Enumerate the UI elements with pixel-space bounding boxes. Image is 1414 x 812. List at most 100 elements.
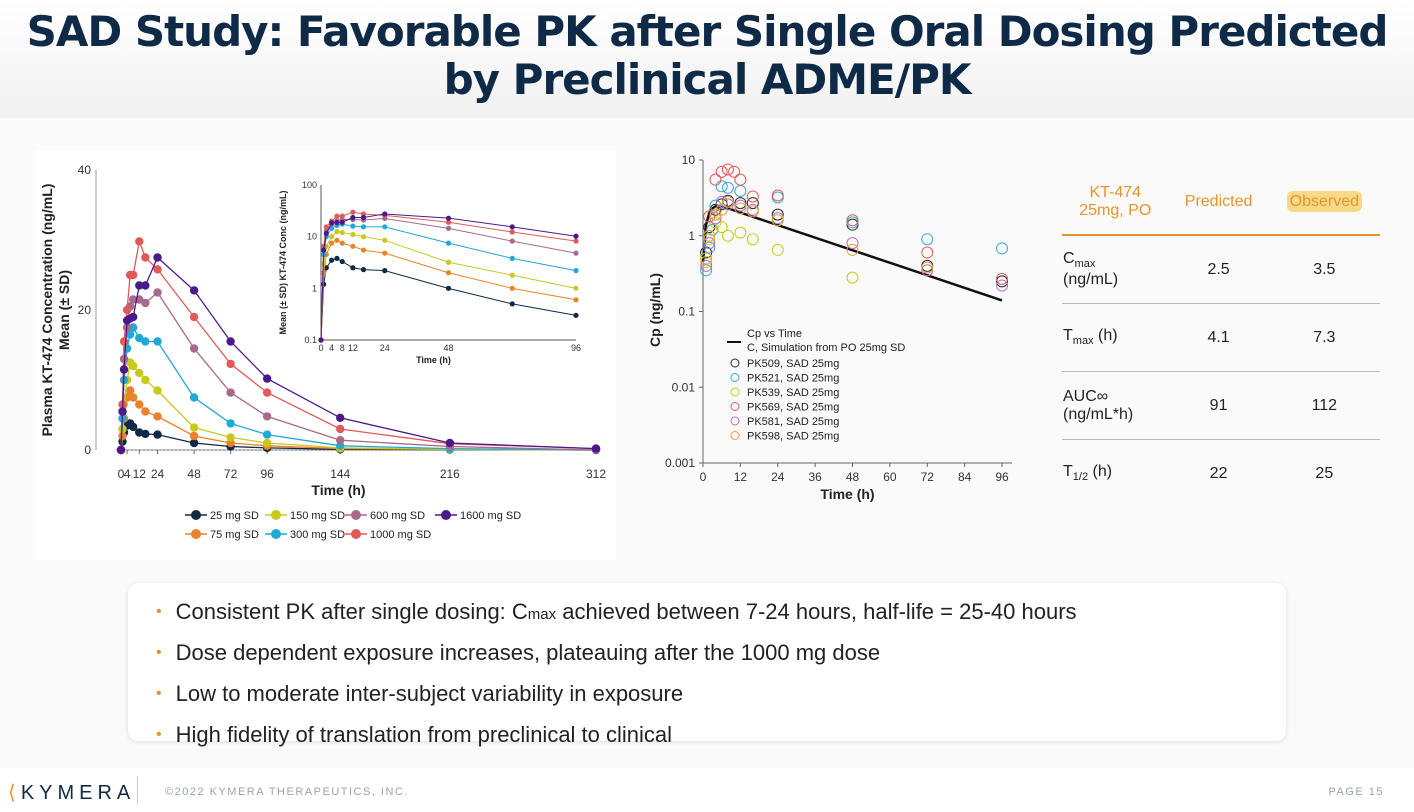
x-tick-label: 312 (586, 467, 606, 481)
param-label: Tmax (h) (1062, 303, 1169, 372)
table-header-drug: KT-474 25mg, PO (1062, 170, 1169, 236)
data-point (226, 419, 235, 428)
data-point (141, 429, 150, 439)
data-point (734, 173, 747, 186)
param-subscript: max (1072, 335, 1094, 348)
inset-data-point (573, 312, 579, 318)
table-row: AUC∞ (ng/mL*h) 91 112 (1062, 371, 1380, 440)
legend-marker (730, 416, 740, 426)
inset-x-tick-label: 48 (443, 343, 453, 353)
legend-marker (441, 510, 451, 520)
data-point (721, 181, 734, 194)
data-point (135, 333, 144, 343)
data-point (226, 433, 235, 442)
inset-data-point (350, 209, 356, 215)
bullet-text: Consistent PK after single dosing: C (175, 599, 528, 624)
data-point (262, 438, 272, 448)
data-point (700, 256, 713, 269)
data-point (715, 203, 728, 216)
inset-y-label: Mean (± SD) KT-474 Conc (ng/mL) (278, 191, 288, 335)
data-point (746, 197, 759, 210)
data-point (336, 424, 345, 434)
data-point (709, 212, 722, 225)
data-point (262, 412, 272, 421)
param-symbol: T (1063, 463, 1073, 481)
page-number: PAGE 15 (1328, 786, 1384, 798)
data-point (700, 264, 713, 277)
data-point (153, 253, 162, 262)
simulation-line (701, 204, 1003, 302)
data-point (746, 205, 759, 218)
data-point (996, 272, 1008, 285)
inset-data-point (334, 229, 340, 235)
data-point (189, 344, 199, 353)
data-point (746, 233, 759, 246)
bullet-dot-icon: • (156, 685, 162, 702)
inset-data-point (334, 237, 340, 243)
y-axis-label-line2: Mean (± SD) (56, 270, 72, 350)
data-point (846, 243, 859, 256)
inset-data-point (360, 267, 367, 273)
bullet-subscript: max (527, 606, 557, 623)
data-point (118, 407, 127, 416)
x-tick-label: 0 (118, 467, 125, 481)
data-point (153, 412, 162, 421)
bullet-dot-icon: • (156, 603, 162, 620)
inset-data-point (509, 224, 515, 230)
data-point (591, 444, 601, 453)
data-point (715, 221, 728, 234)
x-tick-label: 84 (958, 470, 972, 484)
key-findings-box: • Consistent PK after single dosing: Cmax… (128, 583, 1286, 747)
param-symbol: AUC∞ (1063, 387, 1109, 405)
data-point (734, 199, 747, 212)
param-unit: (h) (1088, 463, 1113, 481)
bullet-item: • Consistent PK after single dosing: Cmax… (156, 593, 1286, 634)
predicted-value: 4.1 (1168, 303, 1269, 372)
inset-data-point (350, 223, 356, 229)
data-point (262, 430, 272, 439)
legend-label: C, Simulation from PO 25mg SD (747, 342, 905, 354)
x-tick-label: 96 (260, 467, 274, 481)
data-point (703, 241, 716, 254)
x-tick-label: 72 (921, 470, 935, 484)
x-axis-label: Time (h) (820, 486, 874, 502)
data-point (128, 270, 138, 280)
data-point (703, 237, 716, 250)
x-tick-label: 216 (440, 467, 460, 481)
legend-marker (351, 510, 361, 520)
inset-data-point (509, 285, 515, 291)
data-point (189, 286, 199, 295)
data-point (721, 163, 734, 176)
data-point (715, 165, 728, 178)
y-axis-label: Cp (ng/mL) (647, 273, 663, 347)
x-tick-label: 0 (700, 470, 707, 484)
legend-label: PK521, SAD 25mg (747, 373, 839, 385)
inset-series-line (320, 223, 577, 341)
footer-divider (137, 776, 138, 804)
inset-data-point (323, 230, 329, 237)
data-point (771, 208, 784, 221)
inset-data-point (329, 240, 335, 246)
x-tick-label: 24 (771, 470, 785, 484)
legend-label: PK598, SAD 25mg (747, 431, 839, 443)
data-point (128, 393, 138, 402)
cp-vs-time-chart: 0.001 0.01 0.1 1 10 0 12 24 36 48 60 72 84 96 Time (h)… (647, 153, 1012, 502)
data-point (189, 431, 199, 441)
data-point (846, 214, 859, 227)
data-point (128, 361, 138, 371)
legend-label: Cp vs Time (747, 328, 802, 340)
left-chart-panel: 0 20 40 0 4 12 24 48 72 96 144 216 312 Time (h) Plasma… (36, 150, 616, 560)
predicted-value: 22 (1209, 464, 1228, 482)
data-point (996, 275, 1008, 288)
data-point (715, 198, 728, 211)
y-tick-label: 0.1 (678, 305, 695, 319)
inset-data-point (509, 272, 515, 278)
legend-marker (730, 431, 740, 440)
table-header-row: KT-474 25mg, PO Predicted Observed (1062, 170, 1380, 236)
inset-data-point (382, 224, 388, 230)
bullet-item: • Low to moderate inter-subject variabili… (156, 675, 1286, 716)
data-point (119, 365, 129, 374)
legend-label: 25 mg SD (210, 510, 259, 522)
param-unit: (ng/mL) (1063, 270, 1119, 288)
data-point (996, 242, 1008, 255)
